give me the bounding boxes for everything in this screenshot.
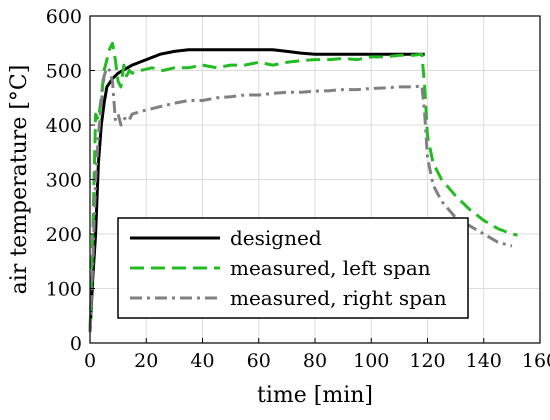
series-line-measured-left-span: [88, 41, 518, 333]
y-tick-label: 300: [46, 170, 82, 192]
y-tick-label: 0: [70, 333, 82, 355]
y-tick-label: 200: [46, 224, 82, 246]
y-tick-label: 600: [46, 6, 82, 28]
series-line-designed: [88, 48, 425, 333]
y-axis-label: air temperature [°C]: [7, 65, 32, 295]
x-tick-label: 60: [247, 350, 271, 372]
x-tick-label: 20: [134, 350, 158, 372]
legend: designed measured, left span measured, rig…: [117, 217, 469, 319]
y-tick-label: 400: [46, 115, 82, 137]
x-tick-label: 140: [466, 350, 502, 372]
series-lines: [88, 41, 518, 333]
legend-label: measured, left span: [230, 256, 431, 280]
x-tick-label: 40: [190, 350, 214, 372]
legend-label: measured, right span: [230, 286, 447, 310]
axis-ticks: 0 20 40 60 80 100 120 140 160 0 100 200 300 400 500 600: [46, 6, 550, 372]
legend-label: designed: [230, 226, 322, 250]
x-tick-label: 80: [303, 350, 327, 372]
y-tick-label: 500: [46, 61, 82, 83]
x-tick-label: 0: [84, 350, 96, 372]
x-tick-label: 160: [522, 350, 550, 372]
x-axis-label: time [min]: [257, 383, 373, 408]
y-tick-label: 100: [46, 279, 82, 301]
x-tick-label: 100: [353, 350, 389, 372]
series-line-measured-right-span: [88, 66, 513, 333]
x-tick-label: 120: [409, 350, 445, 372]
